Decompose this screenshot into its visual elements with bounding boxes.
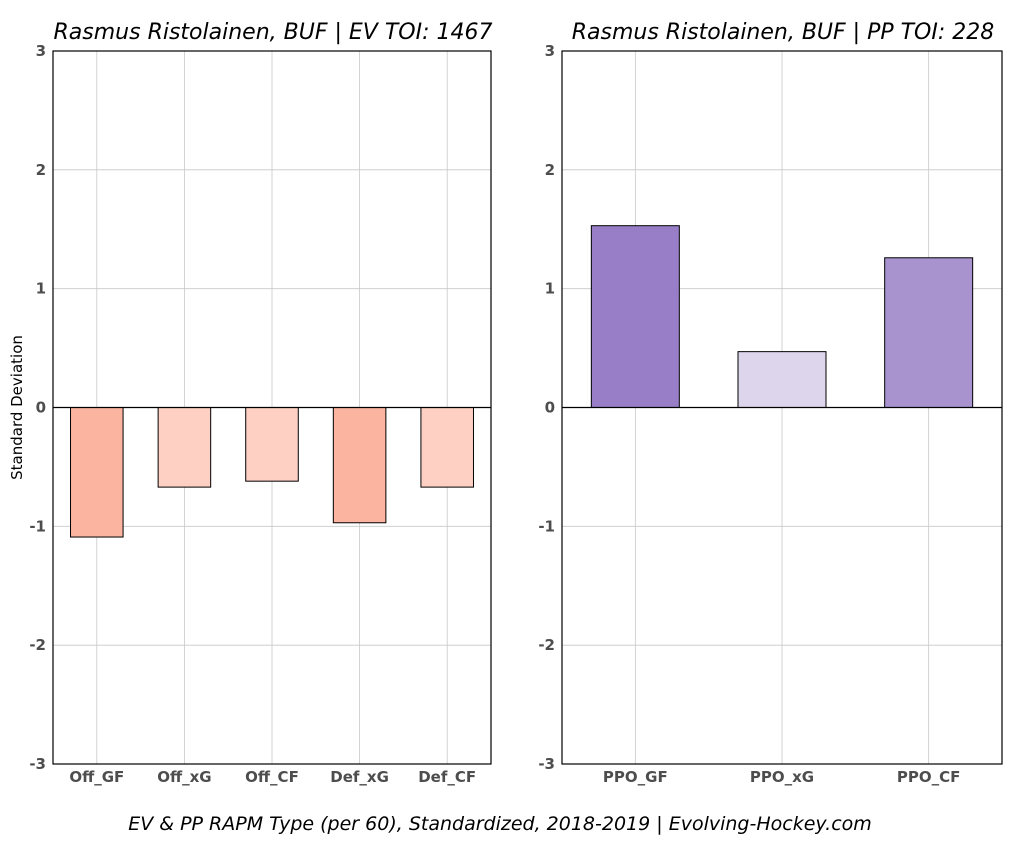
y-tick-label: -3 (29, 755, 46, 773)
bar-off-gf (70, 407, 124, 538)
y-tick-label: 2 (545, 161, 555, 179)
figure-caption: EV & PP RAPM Type (per 60), Standardized… (128, 813, 872, 835)
bar-ppo-cf (884, 257, 974, 408)
y-tick-label: -1 (29, 517, 46, 535)
plot-frame (561, 50, 1003, 765)
x-tick-label: Def_xG (330, 768, 389, 786)
bar-off-xg (157, 407, 212, 488)
y-tick-label: -2 (29, 636, 46, 654)
x-tick-label: Off_GF (69, 768, 124, 786)
y-tick-label: 2 (36, 161, 46, 179)
plot-frame (52, 50, 492, 765)
bar-def-xg (332, 407, 387, 524)
panel-title: Rasmus Ristolainen, BUF | PP TOI: 228 (572, 20, 995, 45)
y-tick-label: 0 (545, 399, 555, 417)
x-tick-label: PPO_CF (897, 768, 961, 786)
y-tick-label: 1 (36, 280, 46, 298)
y-axis-label: Standard Deviation (8, 335, 26, 480)
y-tick-label: 3 (545, 42, 555, 60)
y-tick-label: 0 (36, 399, 46, 417)
pp-rapm-panel: -3 -2 -1 0 1 2 3 PPO_GF PPO_xG PPO_CF Rasmus Risto… (538, 20, 1003, 786)
ev-rapm-panel: -3 -2 -1 0 1 2 3 Off_GF Off_xG Off_CF Def_xG Def_CF… (8, 20, 492, 786)
y-tick-label: 3 (36, 42, 46, 60)
bar-ppo-gf (590, 225, 680, 408)
y-tick-label: -1 (538, 517, 555, 535)
x-tick-label: Off_CF (245, 768, 299, 786)
y-tick-label: 1 (545, 280, 555, 298)
panel-title: Rasmus Ristolainen, BUF | EV TOI: 1467 (54, 20, 493, 45)
bar-ppo-xg (737, 351, 827, 409)
y-tick-label: -2 (538, 636, 555, 654)
x-tick-label: PPO_GF (603, 768, 668, 786)
bar-off-cf (245, 407, 299, 482)
x-tick-label: Def_CF (418, 768, 476, 786)
y-tick-label: -3 (538, 755, 555, 773)
x-tick-label: PPO_xG (750, 768, 814, 786)
x-tick-label: Off_xG (157, 768, 211, 786)
bar-def-cf (420, 407, 474, 488)
